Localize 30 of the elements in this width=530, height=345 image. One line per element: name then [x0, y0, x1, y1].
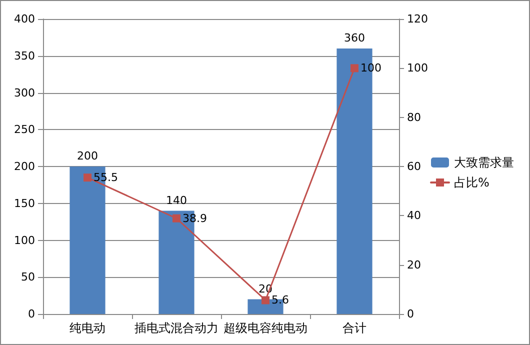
data-label: 360 [344, 32, 365, 44]
x-tick-label: 合计 [342, 321, 366, 335]
y-tick-label: 200 [14, 160, 35, 173]
y2-tick-label: 0 [407, 308, 414, 320]
x-tick-label: 超级电容纯电动 [224, 321, 308, 335]
y-tick-label: 50 [21, 270, 35, 284]
data-label: 200 [77, 150, 98, 162]
point [84, 174, 92, 182]
legend-label: 占比% [454, 176, 490, 190]
y2-tick-label: 80 [407, 110, 421, 124]
point [262, 296, 270, 304]
point [350, 64, 358, 72]
y-tick-label: 350 [14, 49, 35, 62]
data-label: 140 [166, 194, 187, 207]
y-tick-label: 100 [14, 234, 35, 247]
data-label: 5.6 [272, 294, 289, 307]
y2-tick-label: 120 [407, 12, 428, 26]
y-tick-label: 400 [14, 12, 35, 26]
y2-tick-label: 40 [407, 209, 421, 222]
y-tick-label: 0 [28, 308, 35, 320]
x-tick-label: 纯电动 [70, 321, 106, 335]
y2-tick-label: 20 [407, 258, 421, 272]
y-tick-label: 300 [14, 86, 35, 100]
y2-tick-label: 60 [407, 160, 421, 173]
y2-tick-label: 100 [407, 62, 428, 75]
y-tick-label: 250 [14, 123, 35, 136]
x-tick-label: 插电式混合动力 [134, 321, 218, 335]
y-tick-label: 150 [14, 196, 35, 210]
point [172, 214, 180, 222]
legend-label: 大致需求量 [454, 156, 514, 170]
